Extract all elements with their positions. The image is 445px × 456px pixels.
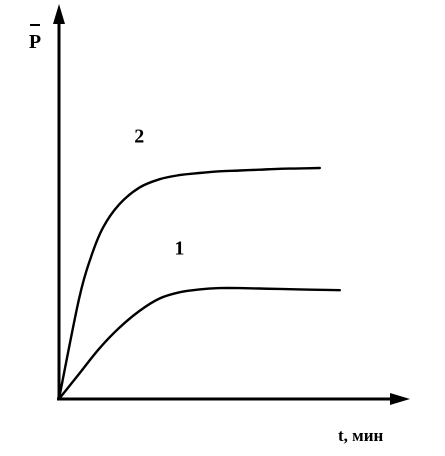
y-axis-arrow xyxy=(53,4,65,24)
series-label-1: 1 xyxy=(174,237,184,259)
y-axis-label-text: P xyxy=(29,31,41,53)
series-line-2 xyxy=(57,166,321,401)
series-line-1 xyxy=(57,286,341,401)
x-axis-arrow xyxy=(390,393,410,405)
x-axis-label: t, мин xyxy=(338,426,384,445)
axes xyxy=(53,4,410,405)
series-layer: 12 xyxy=(57,126,341,401)
y-axis-label: P xyxy=(29,24,41,53)
series-label-2: 2 xyxy=(134,126,144,148)
